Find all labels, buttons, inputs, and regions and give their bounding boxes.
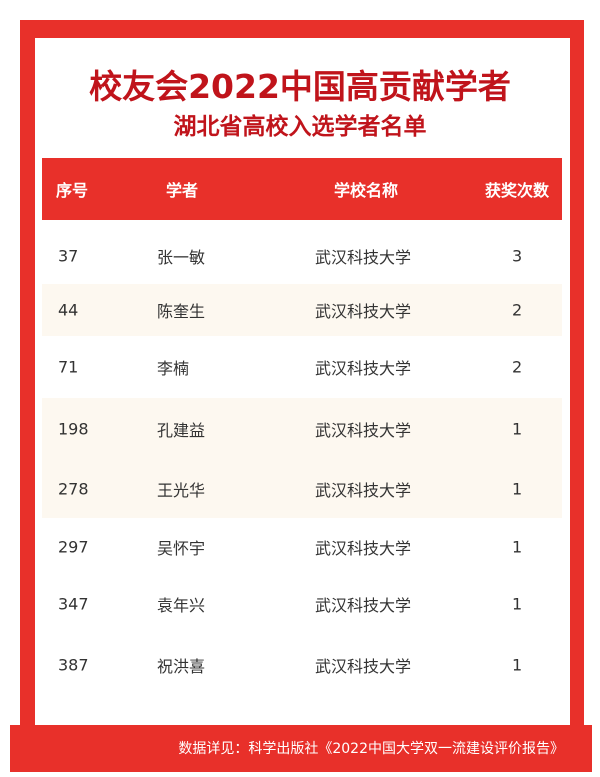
row-scholar: 陈奎生 — [157, 302, 206, 321]
row-school: 武汉科技大学 — [315, 657, 412, 676]
row-index: 37 — [58, 246, 79, 266]
row-index: 198 — [58, 419, 89, 439]
header-school: 学校名称 — [334, 181, 399, 200]
table-row: 347 袁年兴 武汉科技大学 1 — [42, 575, 562, 632]
table-row: 37 张一敏 武汉科技大学 3 — [42, 228, 562, 284]
row-awards: 1 — [512, 655, 523, 675]
row-awards: 1 — [512, 594, 523, 613]
row-school: 武汉科技大学 — [315, 302, 412, 321]
row-awards: 2 — [512, 357, 523, 377]
table-row: 44 陈奎生 武汉科技大学 2 — [42, 284, 562, 336]
row-scholar: 李楠 — [157, 359, 190, 378]
table-row: 297 吴怀宇 武汉科技大学 1 — [42, 518, 562, 575]
table-row: 387 祝洪喜 武汉科技大学 1 — [42, 636, 562, 694]
row-index: 71 — [58, 357, 79, 377]
row-scholar: 袁年兴 — [157, 595, 206, 615]
row-school: 武汉科技大学 — [315, 248, 412, 267]
content-panel — [35, 38, 570, 728]
row-awards: 2 — [512, 300, 523, 320]
header-awards: 获奖次数 — [485, 181, 550, 200]
row-school: 武汉科技大学 — [315, 421, 412, 440]
row-scholar: 吴怀宇 — [157, 538, 206, 558]
row-scholar: 张一敏 — [157, 248, 206, 267]
table-row: 198 孔建益 武汉科技大学 1 — [42, 398, 562, 460]
row-awards: 1 — [512, 419, 523, 439]
row-index: 347 — [58, 594, 89, 613]
row-index: 387 — [58, 655, 89, 675]
header-scholar: 学者 — [166, 181, 199, 200]
page-subtitle: 湖北省高校入选学者名单 — [173, 114, 427, 140]
row-index: 297 — [58, 537, 89, 556]
row-scholar: 孔建益 — [157, 421, 206, 440]
source-note: 数据详见：科学出版社《2022中国大学双一流建设评价报告》 — [178, 741, 564, 757]
table-row: 278 王光华 武汉科技大学 1 — [42, 460, 562, 518]
table-row: 71 李楠 武汉科技大学 2 — [42, 336, 562, 398]
row-scholar: 王光华 — [157, 481, 206, 500]
page-title: 校友会2022中国高贡献学者 — [89, 67, 511, 106]
row-school: 武汉科技大学 — [315, 481, 412, 500]
row-index: 278 — [58, 479, 89, 499]
row-awards: 3 — [512, 246, 523, 266]
row-index: 44 — [58, 300, 79, 320]
header-index: 序号 — [56, 181, 89, 200]
row-awards: 1 — [512, 537, 523, 556]
row-school: 武汉科技大学 — [315, 538, 412, 558]
row-school: 武汉科技大学 — [315, 595, 412, 615]
row-school: 武汉科技大学 — [315, 359, 412, 378]
table-header: 序号 学者 学校名称 获奖次数 — [42, 158, 562, 220]
row-awards: 1 — [512, 479, 523, 499]
row-scholar: 祝洪喜 — [157, 657, 206, 676]
footer-bar: 数据详见：科学出版社《2022中国大学双一流建设评价报告》 — [10, 725, 592, 772]
